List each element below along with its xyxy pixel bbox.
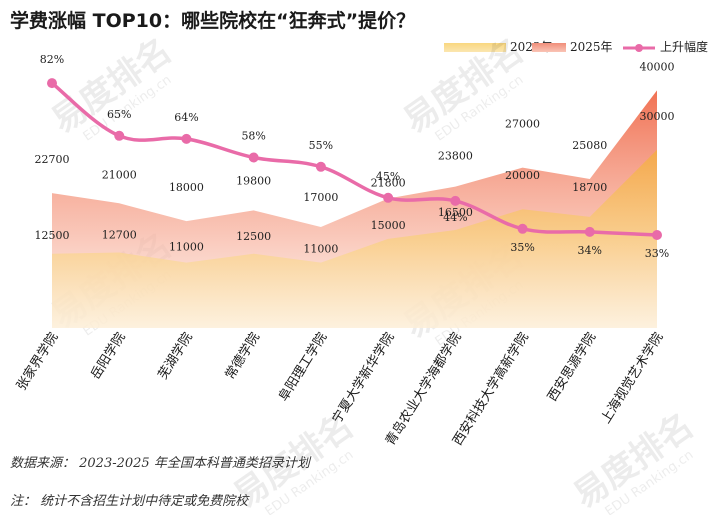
label-2023-0: 12500 [35,229,70,242]
category-label-7: 西安科技大学高新学院 [449,330,531,449]
rise-point-2 [181,133,192,144]
category-label-2: 芜湖学院 [155,330,196,383]
label-rise-3: 58% [241,130,265,143]
category-label-8: 西安思源学院 [544,330,599,405]
rise-point-4 [315,161,326,172]
label-rise-8: 34% [578,244,602,257]
legend-label-2025: 2025年 [570,40,613,54]
label-2025-1: 21000 [102,168,137,181]
label-rise-2: 64% [174,111,198,124]
label-2025-0: 22700 [35,153,70,166]
label-rise-9: 33% [645,247,669,260]
legend-item-rise: 上升幅度 [622,38,708,55]
label-rise-5: 45% [376,170,400,183]
label-2025-6: 23800 [438,150,473,163]
label-2025-7: 27000 [505,118,540,131]
label-2023-1: 12700 [102,229,137,242]
label-2025-2: 18000 [169,181,204,194]
rise-point-9 [652,230,662,240]
rise-point-7 [517,223,528,234]
label-2025-4: 17000 [303,191,338,204]
label-rise-1: 65% [107,108,131,121]
label-2023-9: 30000 [640,110,675,123]
rise-point-6 [450,195,461,206]
series-rise-line [50,81,658,237]
rise-point-8 [584,226,595,237]
category-label-9: 上海视觉艺术学院 [598,330,667,427]
label-2023-4: 11000 [303,243,338,256]
label-rise-0: 82% [40,53,64,66]
label-2023-8: 18700 [572,181,607,194]
legend-swatch-rise [623,43,655,52]
category-label-1: 岳阳学院 [87,330,128,383]
legend-label-rise: 上升幅度 [660,40,709,54]
rise-point-1 [114,130,125,141]
data-source: 数据来源： 2023-2025 年全国本科普通类招录计划 [10,456,310,471]
label-rise-6: 44% [443,211,467,224]
category-label-5: 宁夏大学新华学院 [329,330,398,427]
label-2025-8: 25080 [572,139,607,152]
label-rise-7: 35% [510,241,534,254]
legend-swatch-2025 [532,43,566,52]
legend-swatch-2023 [444,43,506,52]
category-label-4: 阜阳理工学院 [275,330,330,405]
label-2023-7: 20000 [505,169,540,182]
label-2025-3: 19800 [236,174,271,187]
category-label-0: 张家界学院 [13,330,61,394]
category-label-3: 常德学院 [222,330,263,383]
series-2023-area [52,149,657,328]
label-2023-3: 12500 [236,230,271,243]
legend-item-2025: 2025年 [532,38,613,55]
label-2025-9: 40000 [640,60,675,73]
rise-point-5 [383,192,394,203]
rise-point-0 [47,78,57,89]
footnote: 注： 统计不含招生计划中待定或免费院校 [10,494,249,509]
label-rise-4: 55% [309,139,333,152]
label-2023-5: 15000 [371,219,406,232]
category-label-6: 青岛农业大学海都学院 [382,330,464,449]
label-2023-6: 16500 [438,206,473,219]
label-2025-5: 21800 [371,177,406,190]
chart-title: 学费涨幅 TOP10：哪些院校在“狂奔式”提价？ [10,10,416,32]
rise-point-3 [248,152,259,163]
label-2023-2: 11000 [169,241,204,254]
